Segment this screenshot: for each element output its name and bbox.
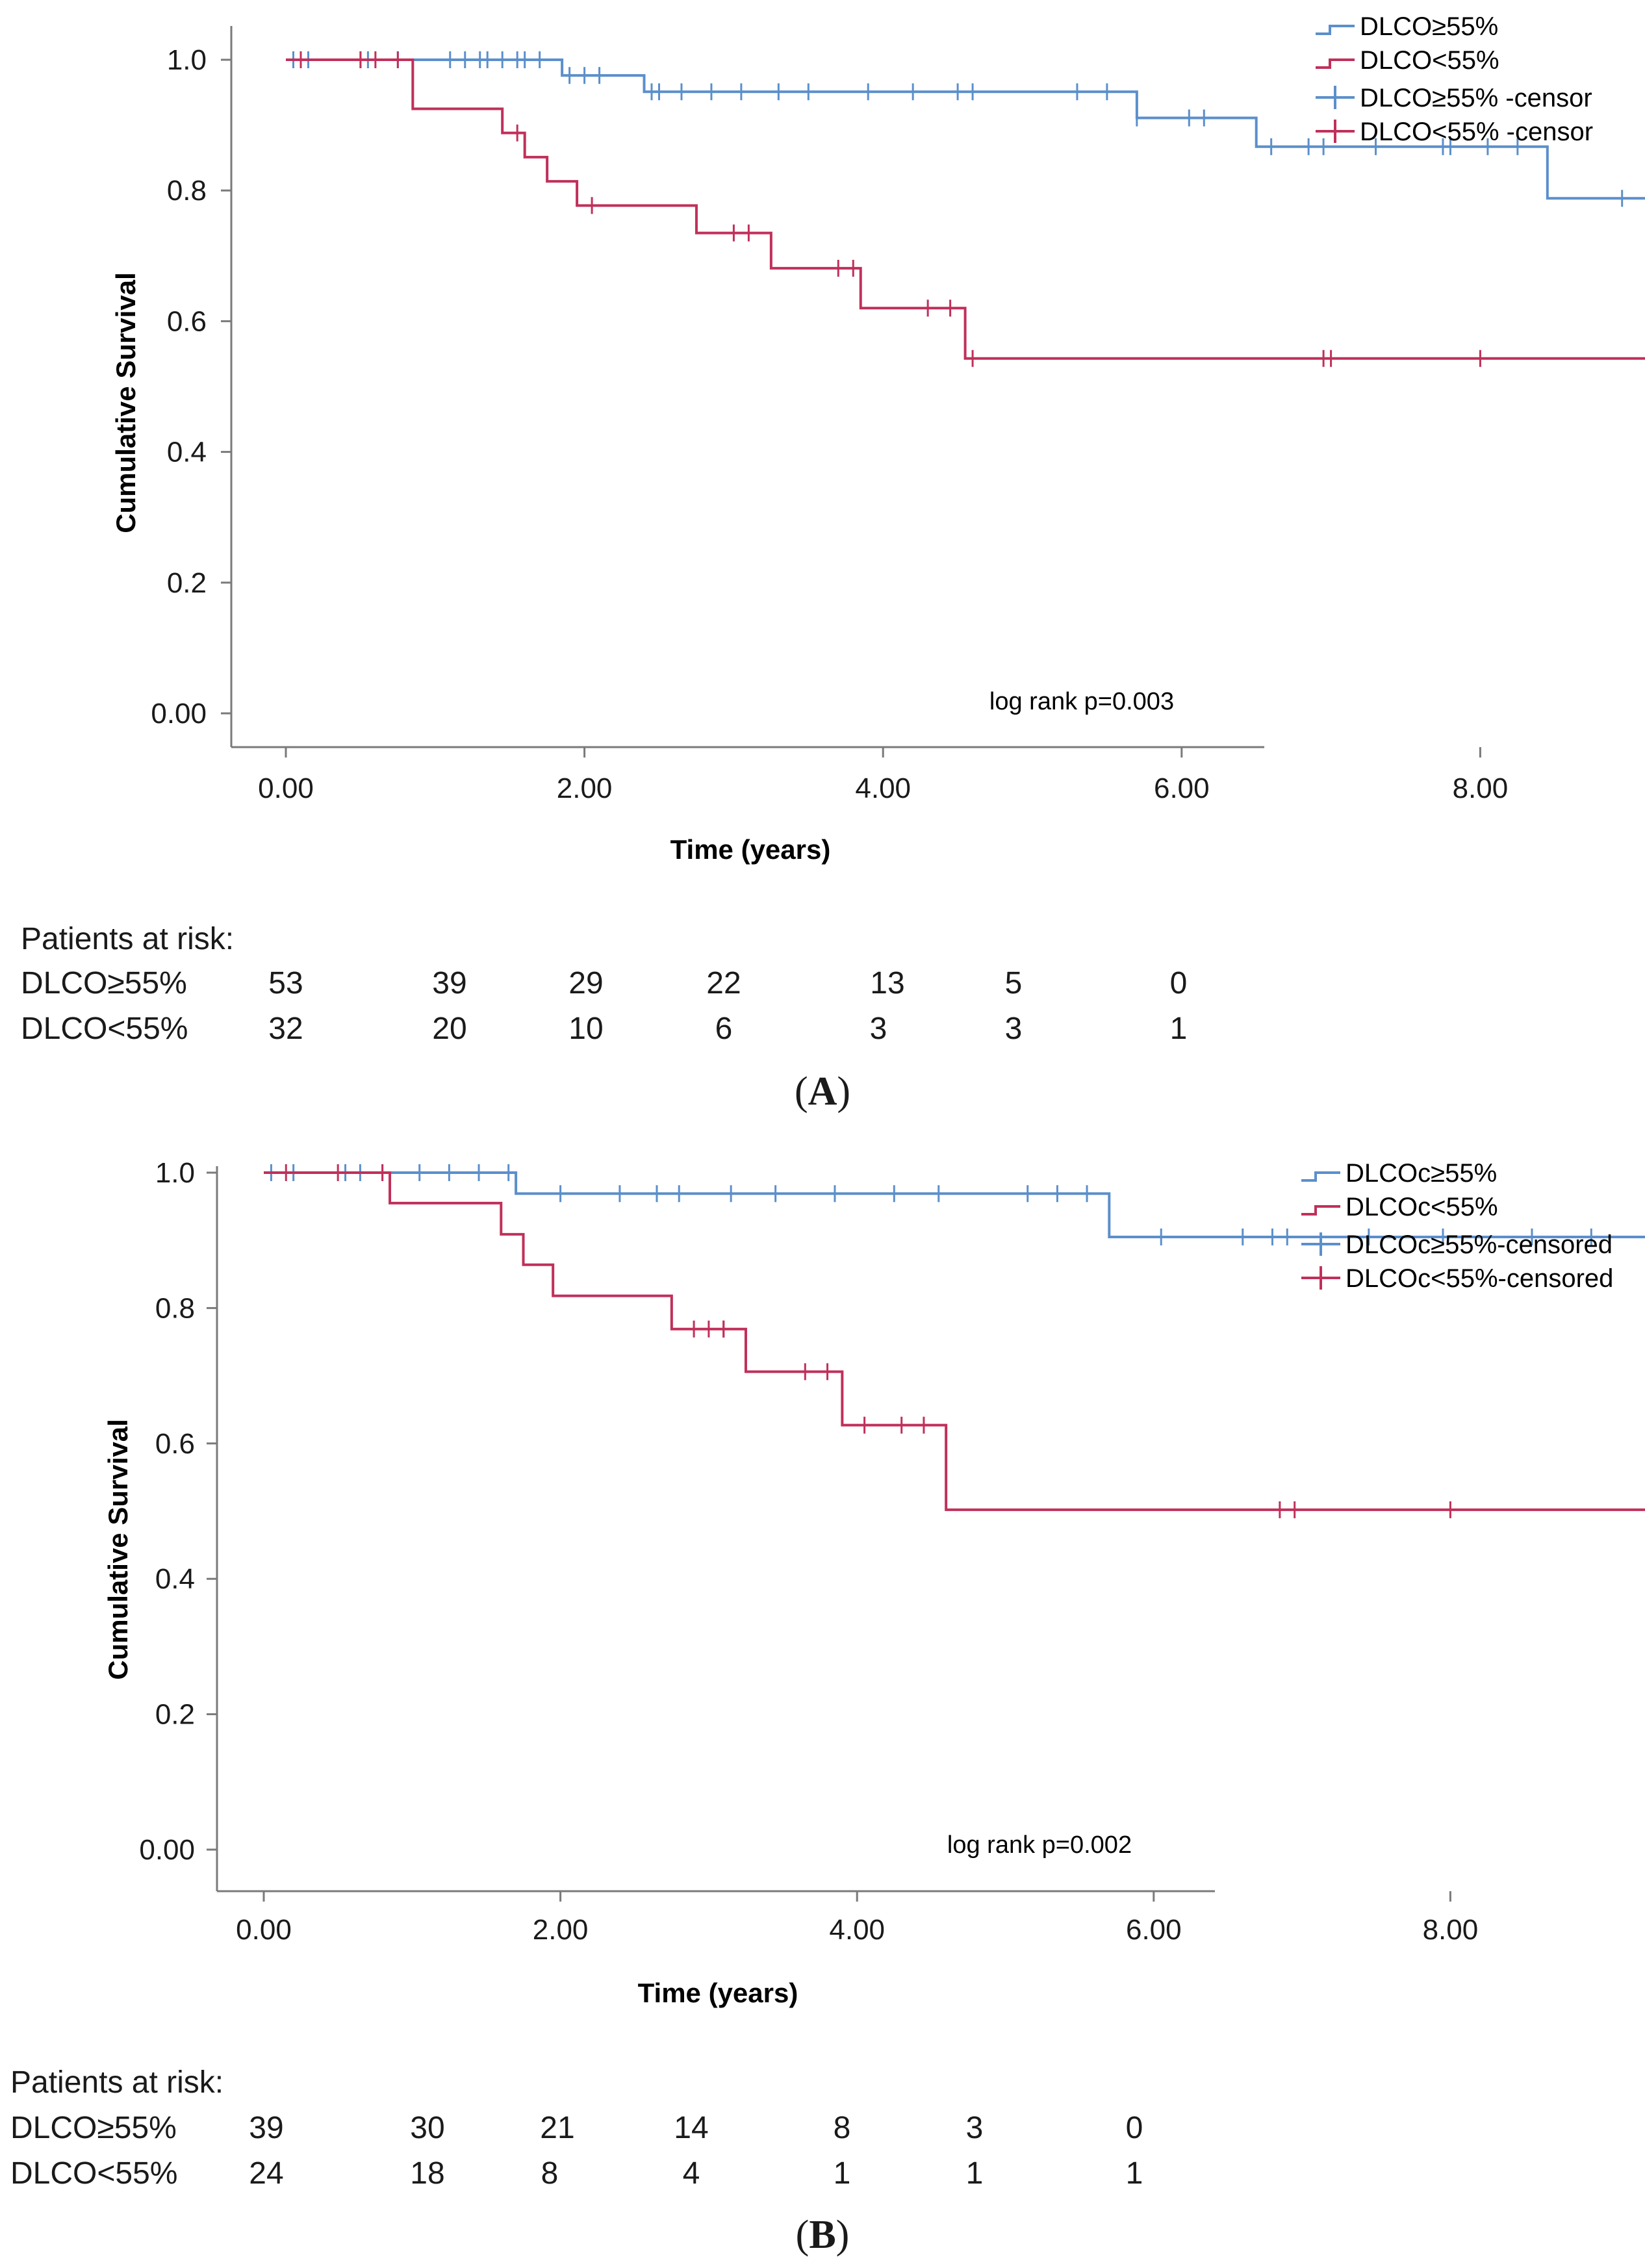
at-risk-value: 18	[410, 2156, 445, 2191]
legend-text-2: DLCOc≥55%-censored	[1345, 1230, 1613, 1259]
at-risk-value: 0	[1169, 966, 1188, 1000]
y-tick-label: 0.2	[155, 1699, 195, 1731]
at-risk-value: 30	[410, 2111, 445, 2145]
x-tick-label: 4.00	[855, 772, 911, 804]
y-tick-label: 0.00	[151, 698, 207, 730]
y-tick-label: 0.4	[167, 437, 207, 468]
x-tick-label: 4.00	[829, 1914, 885, 1946]
legend-text-3: DLCOc<55%-censored	[1345, 1264, 1613, 1293]
legend-text-0: DLCOc≥55%	[1345, 1159, 1497, 1188]
legend-text-1: DLCOc<55%	[1345, 1193, 1498, 1221]
log-rank-annotation: log rank p=0.002	[947, 1831, 1132, 1859]
legend-item-3: DLCO<55% -censor	[1316, 118, 1593, 146]
at-risk-value: 24	[249, 2156, 284, 2191]
at-risk-value: 1	[833, 2156, 851, 2191]
km-chart-a: 0.000.20.40.60.81.00.002.004.006.008.001…	[110, 12, 1645, 865]
survival-curve-high	[264, 1171, 1645, 1238]
x-axis-label: Time (years)	[638, 1978, 798, 2008]
y-tick-label: 1.0	[155, 1157, 195, 1189]
legend-item-3: DLCOc<55%-censored	[1301, 1264, 1613, 1293]
x-tick-label: 0.00	[258, 772, 314, 804]
at-risk-row-label-0: DLCO≥55%	[10, 2111, 177, 2145]
y-tick-label: 0.8	[155, 1292, 195, 1324]
at-risk-value: 39	[249, 2111, 284, 2145]
legend-text-2: DLCO≥55% -censor	[1360, 84, 1592, 112]
x-tick-label: 6.00	[1126, 1914, 1182, 1946]
at-risk-value: 22	[706, 966, 741, 1000]
at-risk-value: 6	[715, 1012, 733, 1046]
at-risk-row-label-1: DLCO<55%	[10, 2156, 178, 2191]
km-chart-b: 0.000.20.40.60.81.00.002.004.006.008.001…	[103, 1157, 1645, 2008]
at-risk-value: 13	[870, 966, 905, 1000]
survival-curve-low	[286, 58, 1645, 360]
at-risk-row-label-1: DLCO<55%	[21, 1012, 188, 1046]
at-risk-value: 3	[869, 1012, 887, 1046]
at-risk-value: 8	[541, 2156, 559, 2191]
survival-curve-low	[264, 1171, 1645, 1511]
panel-letter-text: B	[809, 2213, 836, 2257]
at-risk-value: 5	[1004, 966, 1023, 1000]
legend-item-1: DLCO<55%	[1316, 46, 1499, 75]
at-risk-value: 4	[682, 2156, 700, 2191]
at-risk-value: 0	[1125, 2111, 1143, 2145]
panel-label: (A)	[794, 1069, 851, 1114]
y-tick-label: 1.0	[167, 44, 207, 76]
x-tick-label: 8.00	[1453, 772, 1509, 804]
panel-a: 0.00 0.2 0.4 0.6 0.8 1.0 0.00 2.00 4.00 6.00 8.00 1…	[21, 12, 1645, 1114]
y-tick-label: 0.6	[155, 1428, 195, 1460]
at-risk-value: 14	[674, 2111, 709, 2145]
at-risk-value: 39	[432, 966, 467, 1000]
y-tick-label: 0.6	[167, 305, 207, 337]
at-risk-header: Patients at risk:	[10, 2065, 224, 2100]
at-risk-value: 1	[965, 2156, 984, 2191]
legend-item-0: DLCO≥55%	[1316, 12, 1498, 41]
x-tick-label: 6.00	[1154, 772, 1210, 804]
at-risk-value: 8	[833, 2111, 851, 2145]
legend-text-3: DLCO<55% -censor	[1360, 118, 1593, 146]
y-axis-label: Cumulative Survival	[110, 272, 141, 533]
at-risk-value: 1	[1169, 1012, 1188, 1046]
log-rank-annotation: log rank p=0.003	[989, 688, 1174, 715]
at-risk-value: 3	[965, 2111, 984, 2145]
legend-item-2: DLCOc≥55%-censored	[1301, 1230, 1613, 1259]
at-risk-row-label-0: DLCO≥55%	[21, 966, 187, 1000]
panel-label: (B)	[795, 2213, 850, 2257]
x-tick-label: 2.00	[533, 1914, 589, 1946]
legend-item-1: DLCOc<55%	[1301, 1193, 1498, 1221]
y-tick-label: 0.2	[167, 567, 207, 599]
legend: DLCO≥55% DLCO<55% DLCO≥55% -censor DLCO<…	[1316, 12, 1593, 146]
at-risk-value: 53	[268, 966, 303, 1000]
at-risk-value: 10	[568, 1012, 604, 1046]
y-tick-label: 0.4	[155, 1563, 195, 1595]
x-tick-label: 0.00	[236, 1914, 292, 1946]
at-risk-value: 21	[540, 2111, 575, 2145]
survival-curve-high	[286, 58, 1645, 200]
at-risk-header: Patients at risk:	[21, 922, 235, 956]
x-tick-label: 2.00	[557, 772, 613, 804]
legend-item-0: DLCOc≥55%	[1301, 1159, 1497, 1188]
panel-letter-text: A	[808, 1069, 837, 1114]
legend-text-1: DLCO<55%	[1360, 46, 1499, 75]
y-tick-label: 0.00	[139, 1834, 195, 1866]
panel-b: 0.00 0.2 0.4 0.6 0.8 1.0 0.00 2.00 4.00 6.00 8.00 1…	[0, 1134, 1645, 2268]
at-risk-value: 32	[268, 1012, 303, 1046]
legend-item-2: DLCO≥55% -censor	[1316, 84, 1592, 112]
legend: DLCOc≥55% DLCOc<55% DLCOc≥55%-censored D…	[1301, 1159, 1613, 1293]
at-risk-value: 20	[432, 1012, 467, 1046]
at-risk-value: 1	[1125, 2156, 1143, 2191]
legend-text-0: DLCO≥55%	[1360, 12, 1498, 41]
y-axis-label: Cumulative Survival	[103, 1419, 133, 1679]
x-tick-label: 8.00	[1423, 1914, 1479, 1946]
x-axis-label: Time (years)	[670, 834, 831, 865]
at-risk-value: 29	[568, 966, 604, 1000]
y-tick-label: 0.8	[167, 175, 207, 207]
at-risk-value: 3	[1004, 1012, 1023, 1046]
